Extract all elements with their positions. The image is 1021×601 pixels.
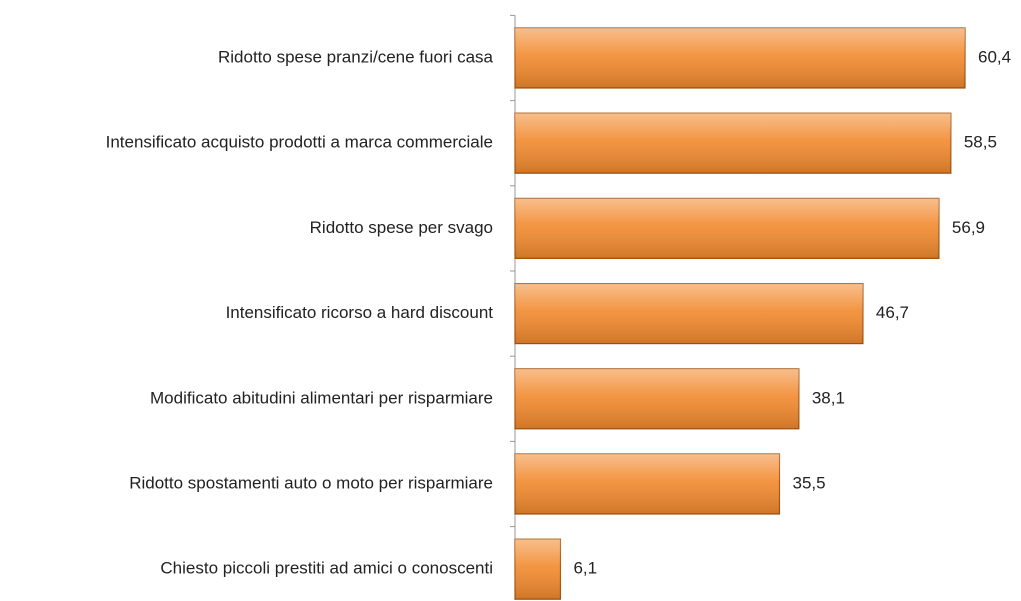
bar xyxy=(514,197,940,259)
category-label: Ridotto spese pranzi/cene fuori casa xyxy=(218,47,494,66)
category-label: Ridotto spese per svago xyxy=(310,218,493,237)
value-label: 6,1 xyxy=(573,559,597,578)
bar xyxy=(514,27,966,89)
value-label: 38,1 xyxy=(812,388,845,407)
bar xyxy=(514,112,952,174)
value-label: 58,5 xyxy=(964,133,997,152)
bar xyxy=(514,453,781,515)
value-label: 60,4 xyxy=(978,47,1011,66)
bar xyxy=(514,283,864,345)
category-label: Intensificato ricorso a hard discount xyxy=(226,303,494,322)
bar xyxy=(514,538,562,600)
value-label: 56,9 xyxy=(952,218,985,237)
value-label: 46,7 xyxy=(876,303,909,322)
category-label: Modificato abitudini alimentari per risp… xyxy=(150,388,493,407)
category-label: Ridotto spostamenti auto o moto per risp… xyxy=(129,473,493,492)
category-label: Intensificato acquisto prodotti a marca … xyxy=(106,133,493,152)
bar xyxy=(514,368,800,430)
category-label: Chiesto piccoli prestiti ad amici o cono… xyxy=(160,559,493,578)
value-label: 35,5 xyxy=(792,473,825,492)
